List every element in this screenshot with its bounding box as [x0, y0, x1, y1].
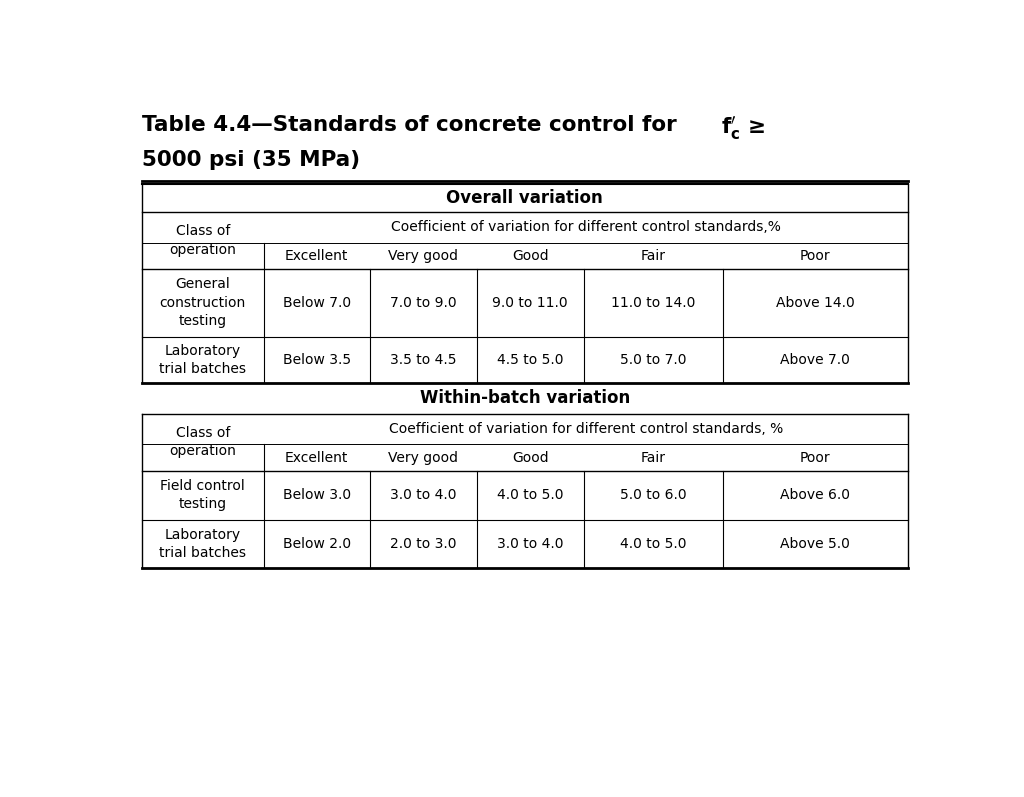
Text: 4.0 to 5.0: 4.0 to 5.0 — [497, 489, 563, 502]
Text: Below 2.0: Below 2.0 — [283, 537, 351, 551]
Text: Good: Good — [512, 249, 549, 263]
Text: Below 7.0: Below 7.0 — [283, 296, 351, 310]
Text: 4.5 to 5.0: 4.5 to 5.0 — [497, 353, 563, 367]
Text: Field control
testing: Field control testing — [161, 479, 245, 512]
Text: 11.0 to 14.0: 11.0 to 14.0 — [611, 296, 695, 310]
Text: $\mathbf{f_c'}$ ≥: $\mathbf{f_c'}$ ≥ — [721, 115, 765, 143]
Text: Table 4.4—Standards of concrete control for: Table 4.4—Standards of concrete control … — [142, 115, 684, 135]
Text: Coefficient of variation for different control standards, %: Coefficient of variation for different c… — [388, 422, 782, 436]
Text: 3.0 to 4.0: 3.0 to 4.0 — [390, 489, 457, 502]
Text: 5000 psi (35 MPa): 5000 psi (35 MPa) — [142, 150, 360, 170]
Text: Fair: Fair — [641, 450, 666, 465]
Text: Good: Good — [512, 450, 549, 465]
Text: General
construction
testing: General construction testing — [160, 277, 246, 328]
Text: Very good: Very good — [388, 450, 459, 465]
Text: 5.0 to 6.0: 5.0 to 6.0 — [621, 489, 687, 502]
Text: 9.0 to 11.0: 9.0 to 11.0 — [493, 296, 568, 310]
Text: Below 3.5: Below 3.5 — [283, 353, 351, 367]
Text: Above 7.0: Above 7.0 — [780, 353, 850, 367]
Text: Class of
operation: Class of operation — [169, 224, 237, 257]
Text: Class of
operation: Class of operation — [169, 426, 237, 458]
Text: Coefficient of variation for different control standards,%: Coefficient of variation for different c… — [391, 220, 780, 234]
Text: Fair: Fair — [641, 249, 666, 263]
Text: 3.5 to 4.5: 3.5 to 4.5 — [390, 353, 457, 367]
Text: Poor: Poor — [800, 450, 830, 465]
Text: Within-batch variation: Within-batch variation — [420, 389, 630, 407]
Text: Very good: Very good — [388, 249, 459, 263]
Text: 4.0 to 5.0: 4.0 to 5.0 — [621, 537, 687, 551]
Text: Laboratory
trial batches: Laboratory trial batches — [160, 344, 247, 376]
Text: Overall variation: Overall variation — [446, 189, 603, 207]
Text: Below 3.0: Below 3.0 — [283, 489, 351, 502]
Text: Above 5.0: Above 5.0 — [780, 537, 850, 551]
Text: 2.0 to 3.0: 2.0 to 3.0 — [390, 537, 457, 551]
Text: Excellent: Excellent — [285, 450, 348, 465]
Text: 7.0 to 9.0: 7.0 to 9.0 — [390, 296, 457, 310]
Text: 3.0 to 4.0: 3.0 to 4.0 — [497, 537, 563, 551]
Text: Above 6.0: Above 6.0 — [780, 489, 850, 502]
Text: Excellent: Excellent — [285, 249, 348, 263]
Text: Poor: Poor — [800, 249, 830, 263]
Text: Above 14.0: Above 14.0 — [776, 296, 855, 310]
Text: Laboratory
trial batches: Laboratory trial batches — [160, 528, 247, 560]
Text: 5.0 to 7.0: 5.0 to 7.0 — [621, 353, 687, 367]
